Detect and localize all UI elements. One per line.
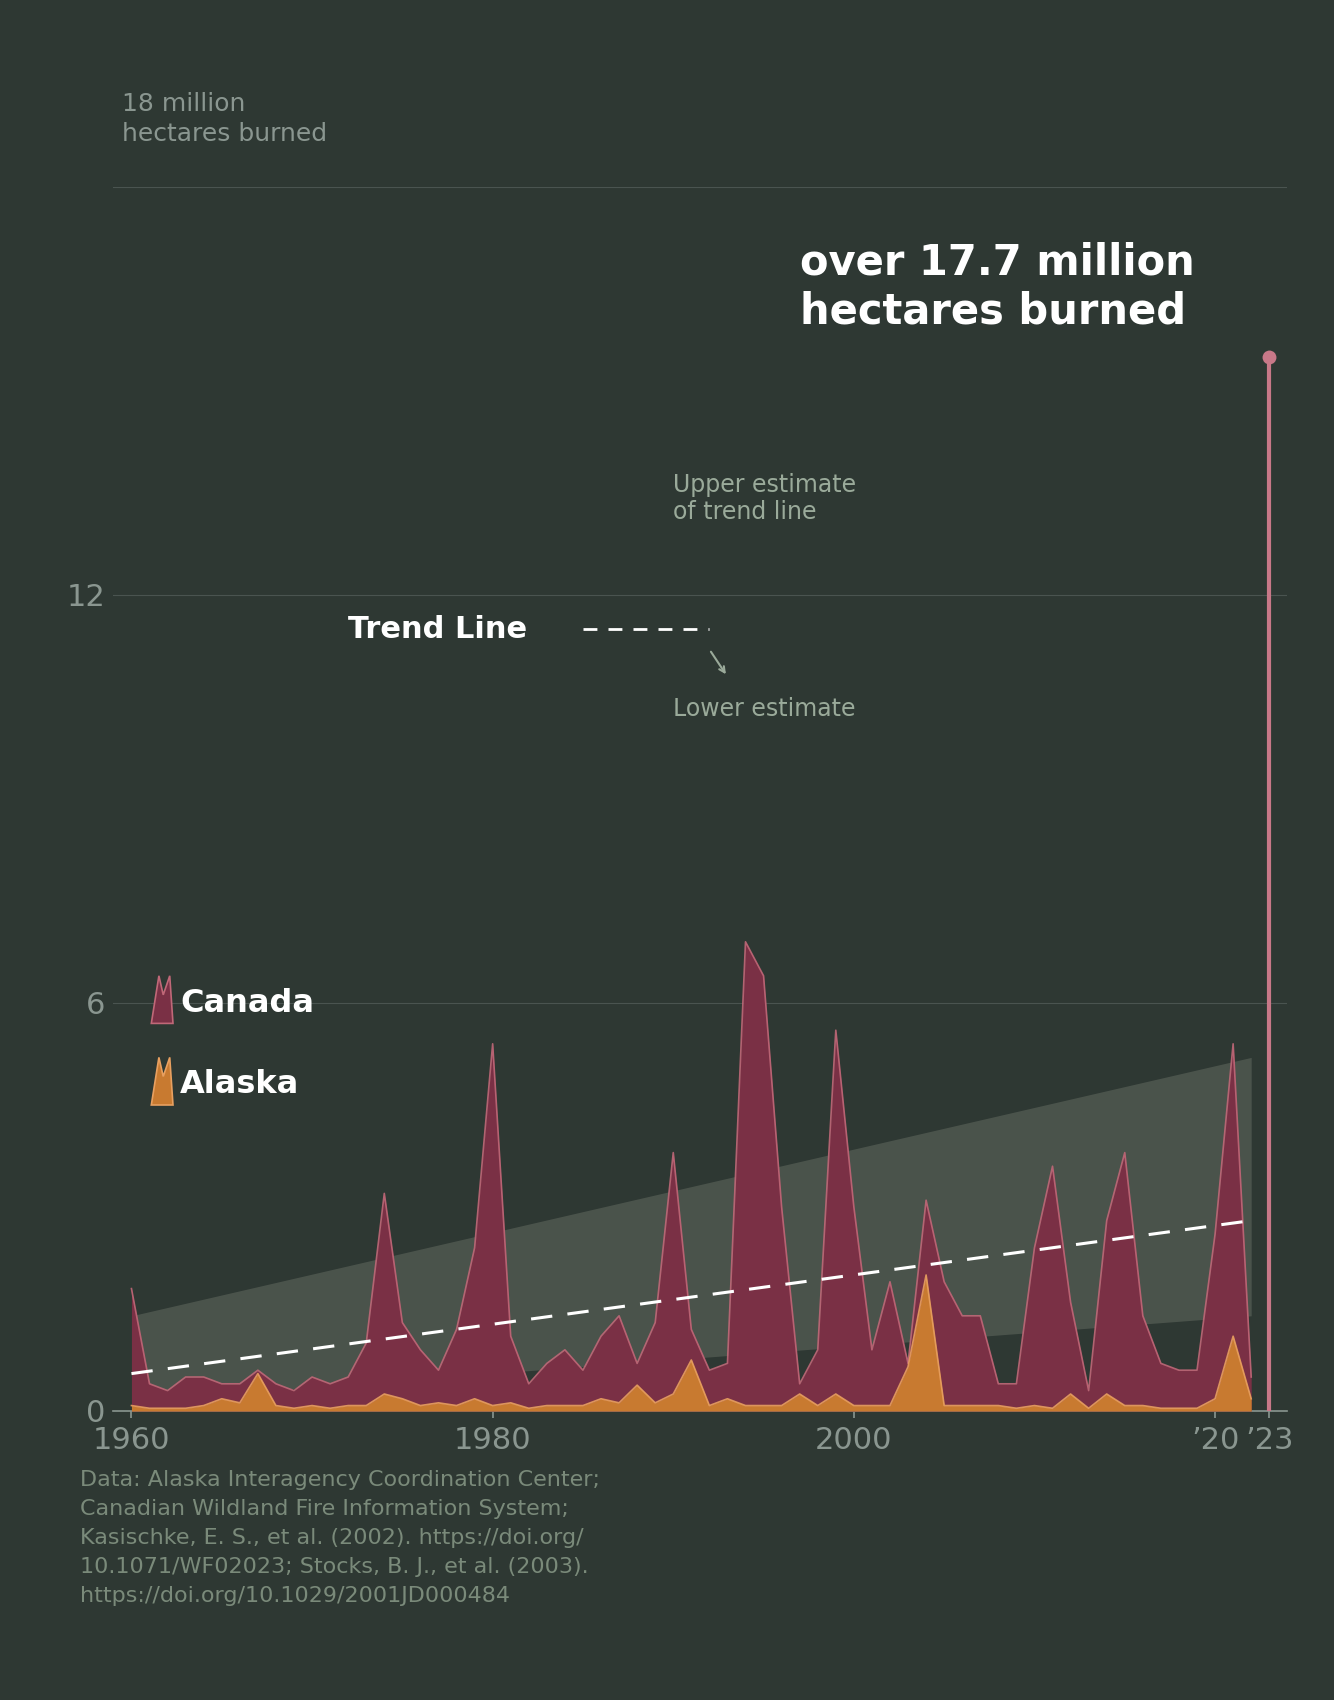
Text: Canada: Canada	[180, 988, 315, 1018]
Text: Data: Alaska Interagency Coordination Center;
Canadian Wildland Fire Information: Data: Alaska Interagency Coordination Ce…	[80, 1470, 600, 1606]
Text: over 17.7 million
hectares burned: over 17.7 million hectares burned	[799, 241, 1194, 332]
Text: Upper estimate
of trend line: Upper estimate of trend line	[674, 473, 856, 524]
Text: Lower estimate: Lower estimate	[674, 697, 855, 721]
Polygon shape	[151, 976, 173, 1023]
Polygon shape	[151, 1057, 173, 1105]
Text: Trend Line: Trend Line	[348, 614, 527, 644]
Text: 18 million
hectares burned: 18 million hectares burned	[123, 92, 328, 146]
Text: Alaska: Alaska	[180, 1069, 299, 1100]
